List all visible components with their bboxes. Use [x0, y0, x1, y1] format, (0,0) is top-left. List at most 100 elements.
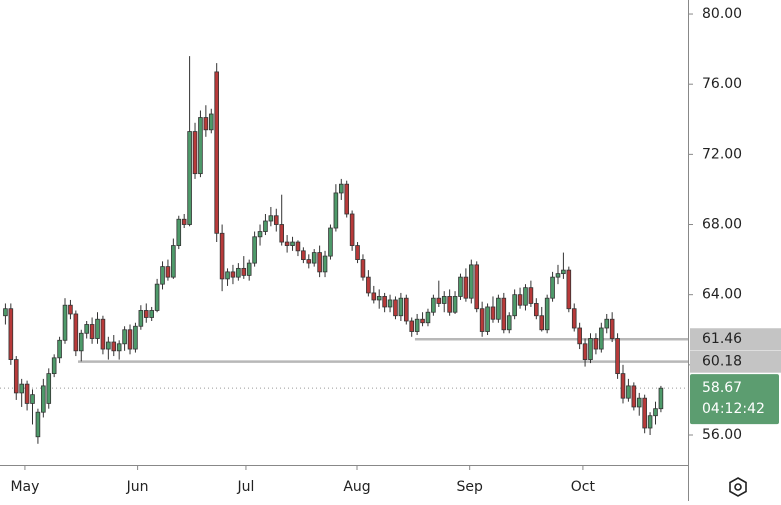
candle-body — [588, 338, 593, 360]
candle-body — [571, 308, 577, 329]
candle-body — [582, 343, 588, 360]
candle-body — [550, 276, 555, 299]
candle-body — [501, 297, 507, 331]
candle-body — [149, 310, 154, 318]
candle-body — [431, 297, 436, 313]
candle-body — [30, 394, 35, 404]
countdown-label: 04:12:42 — [702, 401, 765, 417]
candle-body — [41, 385, 46, 413]
settings-dot[interactable] — [734, 483, 742, 491]
candle-body — [371, 292, 377, 301]
candle-body — [658, 387, 664, 410]
candle-body — [68, 304, 73, 315]
candle-body — [35, 411, 41, 438]
candle-body — [181, 218, 187, 225]
candle-body — [111, 341, 117, 352]
candle-body — [555, 273, 561, 278]
candle-body — [192, 131, 198, 175]
candle-body — [409, 320, 415, 332]
settings-icon[interactable] — [729, 477, 747, 497]
candle-body — [344, 183, 350, 215]
level-label: 61.46 — [702, 331, 742, 347]
candle-body — [420, 318, 425, 324]
candle-body — [268, 215, 274, 222]
candle-body — [273, 215, 279, 225]
candle-body — [252, 236, 257, 264]
candle-body — [490, 306, 496, 320]
candle-body — [366, 276, 371, 294]
candle-body — [561, 269, 566, 275]
candle-body — [208, 113, 214, 131]
candle-body — [506, 315, 512, 331]
candle-body — [13, 359, 19, 394]
candle-body — [19, 383, 24, 394]
candle-body — [436, 297, 442, 304]
candle-body — [593, 338, 599, 350]
candle-body — [469, 264, 474, 299]
candle-body — [198, 117, 203, 175]
candle-body — [393, 299, 398, 317]
candle-body — [631, 385, 637, 408]
candle-body — [311, 252, 317, 264]
y-tick-label: 56.00 — [702, 427, 742, 443]
candle-body — [441, 296, 447, 304]
candle-body — [24, 383, 30, 404]
candle-body — [458, 276, 463, 297]
candle-body — [463, 276, 469, 299]
candle-body — [46, 373, 52, 404]
candle-body — [95, 318, 100, 339]
y-tick-label: 72.00 — [702, 146, 742, 162]
candle-body — [404, 297, 409, 322]
candle-body — [187, 131, 192, 225]
candle-body — [333, 192, 339, 229]
candle-body — [263, 220, 268, 232]
candle-body — [106, 341, 111, 350]
candle-body — [176, 218, 182, 246]
candle-body — [257, 231, 263, 238]
candle-body — [360, 259, 366, 278]
candle-body — [230, 271, 236, 278]
candle-body — [615, 338, 620, 375]
candle-body — [338, 183, 344, 194]
candle-body — [382, 296, 387, 308]
candle-body — [203, 117, 209, 131]
candle-body — [398, 297, 404, 317]
candle-body — [160, 266, 165, 285]
candle-body — [290, 241, 295, 246]
candle-body — [539, 315, 545, 331]
candle-body — [143, 310, 149, 318]
x-tick-label: Oct — [571, 479, 596, 495]
candle-body — [116, 343, 122, 352]
candle-body — [647, 415, 653, 429]
candle-body — [349, 213, 355, 246]
candle-body — [306, 259, 312, 264]
candle-body — [479, 308, 485, 332]
candle-body — [127, 329, 133, 350]
y-tick-label: 68.00 — [702, 217, 742, 233]
candle-body — [214, 71, 219, 234]
level-label-box — [690, 328, 781, 351]
settings-hex[interactable] — [729, 477, 747, 497]
y-tick-label: 80.00 — [702, 6, 742, 22]
level-label: 60.18 — [702, 354, 742, 370]
candle-body — [566, 269, 572, 310]
y-tick-label: 76.00 — [702, 76, 742, 92]
candle-body — [57, 339, 62, 359]
candle-body — [474, 264, 480, 310]
candle-body — [528, 287, 534, 304]
candle-body — [376, 296, 382, 301]
candle-body — [425, 311, 431, 324]
candle-body — [626, 385, 631, 399]
candle-body — [517, 294, 523, 306]
candle-body — [604, 318, 610, 329]
candle-body — [609, 318, 615, 339]
candle-body — [653, 408, 658, 417]
x-tick-label: Sep — [456, 479, 483, 495]
last-price-box — [690, 374, 779, 425]
candle-body — [322, 255, 328, 273]
candle-body — [133, 325, 138, 350]
candle-body — [534, 303, 539, 317]
y-tick-label: 64.00 — [702, 287, 742, 303]
candle-body — [317, 252, 322, 273]
